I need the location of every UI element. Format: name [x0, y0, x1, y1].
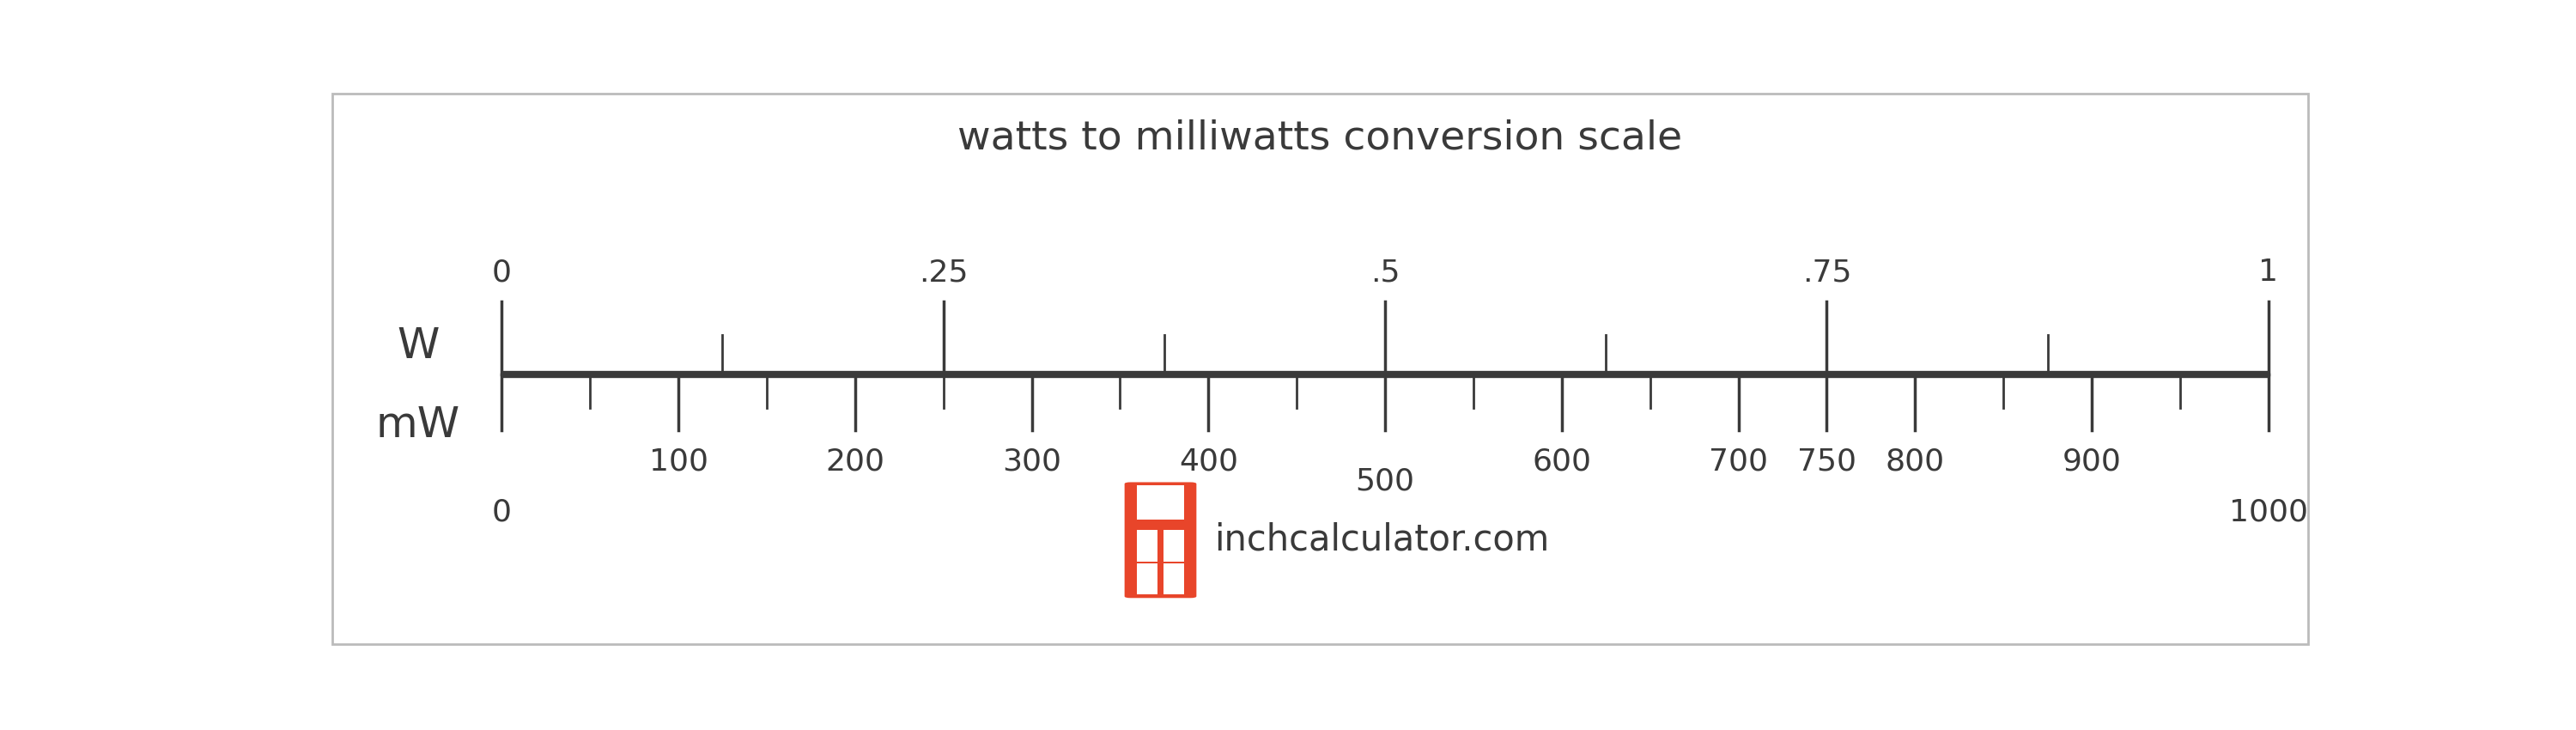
Text: .75: .75 [1803, 258, 1852, 287]
Text: inchcalculator.com: inchcalculator.com [1213, 522, 1551, 558]
Text: .5: .5 [1370, 258, 1399, 287]
Text: 400: 400 [1180, 447, 1239, 477]
FancyBboxPatch shape [1136, 530, 1157, 561]
Text: 700: 700 [1708, 447, 1767, 477]
Text: 100: 100 [649, 447, 708, 477]
Text: 0: 0 [492, 498, 513, 527]
Text: watts to milliwatts conversion scale: watts to milliwatts conversion scale [958, 119, 1682, 158]
FancyBboxPatch shape [1126, 483, 1195, 598]
Text: 0: 0 [492, 258, 513, 287]
Text: 500: 500 [1355, 467, 1414, 496]
Text: 200: 200 [824, 447, 884, 477]
Text: mW: mW [376, 404, 461, 445]
Text: 800: 800 [1886, 447, 1945, 477]
FancyBboxPatch shape [1164, 530, 1185, 561]
Text: 750: 750 [1798, 447, 1857, 477]
FancyBboxPatch shape [1164, 563, 1185, 595]
FancyBboxPatch shape [1136, 563, 1157, 595]
Text: 1000: 1000 [2228, 498, 2308, 527]
Text: 900: 900 [2063, 447, 2123, 477]
FancyBboxPatch shape [1136, 485, 1185, 519]
Text: .25: .25 [920, 258, 969, 287]
Text: W: W [397, 326, 438, 366]
Text: 600: 600 [1533, 447, 1592, 477]
Text: 1: 1 [2259, 258, 2277, 287]
Text: 300: 300 [1002, 447, 1061, 477]
